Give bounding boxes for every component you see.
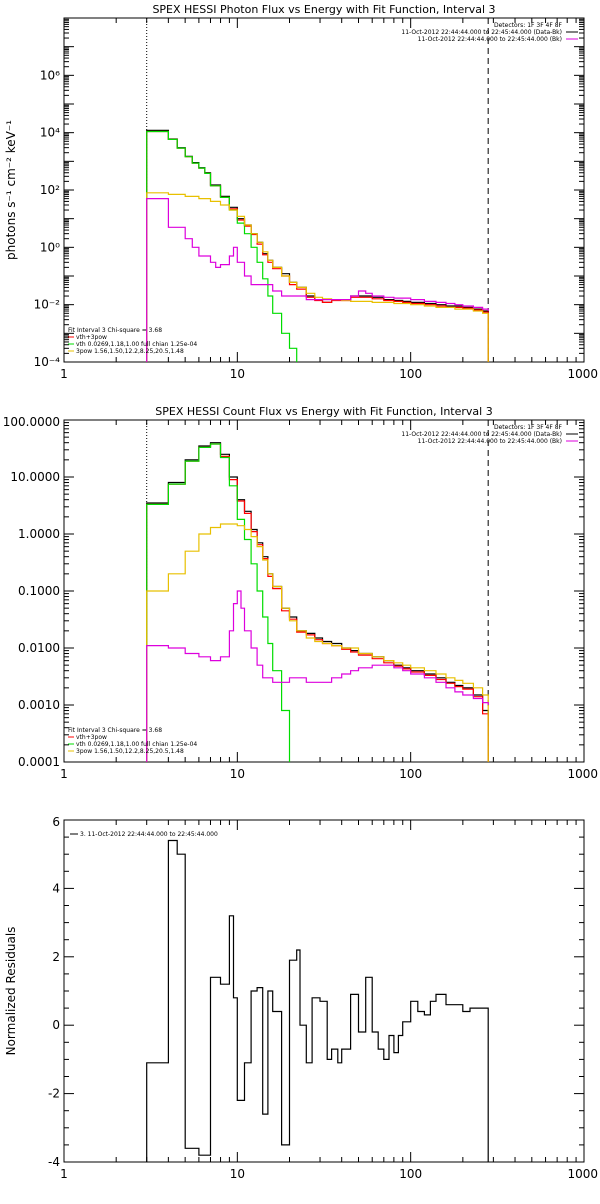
y-tick-label: 0.0001 [18, 755, 60, 769]
legend-bottom-text: 3pow 1.56,1.50,12.2,8.25,20.5,1.48 [76, 348, 184, 355]
legend-top-text: 11-Oct-2012 22:44:44.000 to 22:45:44.000… [401, 431, 562, 438]
legend-bottom-text: vth 0.0269,1.18,1.00 full chian 1.25e-04 [76, 741, 197, 748]
y-tick-label: 0.1000 [18, 584, 60, 598]
x-tick-label: 10 [230, 367, 245, 381]
legend-bottom-text: 3pow 1.56,1.50,12.2,8.25,20.5,1.48 [76, 748, 184, 755]
y-axis-label: photons s⁻¹ cm⁻² keV⁻¹ [4, 120, 18, 260]
y-tick-label: 0.0100 [18, 641, 60, 655]
chart-title: SPEX HESSI Count Flux vs Energy with Fit… [155, 405, 492, 418]
y-tick-label: 0 [52, 1018, 60, 1032]
y-tick-label: 1.0000 [18, 527, 60, 541]
legend-top-text: 11-Oct-2012 22:44:44.000 to 22:45:44.000… [418, 36, 562, 43]
plot-frame [63, 419, 585, 763]
panel-3: Normalized Residuals 1 10 100 1000 -4 -2 0 2 4 6 3.… [4, 815, 598, 1181]
x-tick-label: 100 [399, 1167, 422, 1181]
series-line-5 [146, 198, 489, 362]
series-line-3 [146, 130, 298, 362]
y-axis-label: Normalized Residuals [4, 927, 18, 1056]
y-tick-label: 100.0000 [3, 415, 60, 429]
series-line-5 [146, 590, 489, 762]
y-tick-label: 4 [52, 881, 60, 895]
y-tick-label: 10² [40, 183, 60, 197]
x-tick-label: 10 [230, 767, 245, 781]
legend-top-text: Detectors: 1F 3F 4F 8F [494, 424, 563, 431]
series-line-1 [146, 839, 489, 1162]
series-line-4 [146, 192, 489, 362]
chart-title: SPEX HESSI Photon Flux vs Energy with Fi… [152, 3, 495, 16]
plot-frame [63, 819, 585, 1163]
y-tick-label: -4 [48, 1155, 60, 1169]
x-tick-label: 100 [399, 367, 422, 381]
x-tick-label: 1 [60, 367, 68, 381]
x-tick-label: 1 [60, 767, 68, 781]
y-tick-label: 10⁻² [34, 298, 61, 312]
x-tick-label: 1 [60, 1167, 68, 1181]
legend-bottom-text: vth+3pow [76, 734, 107, 741]
legend-bottom-text: vth+3pow [76, 334, 107, 341]
series-line-1 [146, 129, 489, 362]
y-tick-label: 10⁻⁴ [34, 355, 61, 369]
x-tick-label: 1000 [567, 367, 598, 381]
y-tick-label: 6 [52, 815, 60, 829]
legend-top-text: 11-Oct-2012 22:44:44.000 to 22:45:44.000… [401, 29, 562, 36]
y-tick-label: 10.0000 [10, 470, 60, 484]
legend-bottom-text: Fit Interval 3 Chi-square = 3.68 [68, 727, 162, 734]
x-tick-label: 1000 [567, 1167, 598, 1181]
x-tick-label: 10 [230, 1167, 245, 1181]
y-tick-label: 0.0010 [18, 698, 60, 712]
series-line-1 [146, 442, 489, 762]
legend-top-text: 11-Oct-2012 22:44:44.000 to 22:45:44.000… [418, 438, 562, 445]
y-tick-label: 2 [52, 950, 60, 964]
x-tick-label: 100 [399, 767, 422, 781]
y-tick-label: -2 [48, 1087, 60, 1101]
y-tick-label: 10⁰ [40, 240, 60, 254]
series-line-4 [146, 523, 489, 762]
y-tick-label: 10⁶ [40, 68, 60, 82]
legend-bottom-text: vth 0.0269,1.18,1.00 full chian 1.25e-04 [76, 341, 197, 348]
y-tick-label: 10⁴ [40, 126, 60, 140]
x-tick-label: 1000 [567, 767, 598, 781]
panel-2: SPEX HESSI Count Flux vs Energy with Fit… [3, 405, 598, 781]
legend-bottom-text: Fit Interval 3 Chi-square = 3.68 [68, 327, 162, 334]
panel-1: SPEX HESSI Photon Flux vs Energy with Fi… [4, 3, 598, 381]
legend-top-text: Detectors: 1F 3F 4F 8F [494, 22, 563, 29]
plot-frame [63, 17, 585, 363]
series-line-3 [146, 443, 291, 762]
legend-top-left-text: 3. 11-Oct-2012 22:44:44.000 to 22:45:44.… [80, 831, 218, 838]
series-line-2 [146, 443, 489, 762]
